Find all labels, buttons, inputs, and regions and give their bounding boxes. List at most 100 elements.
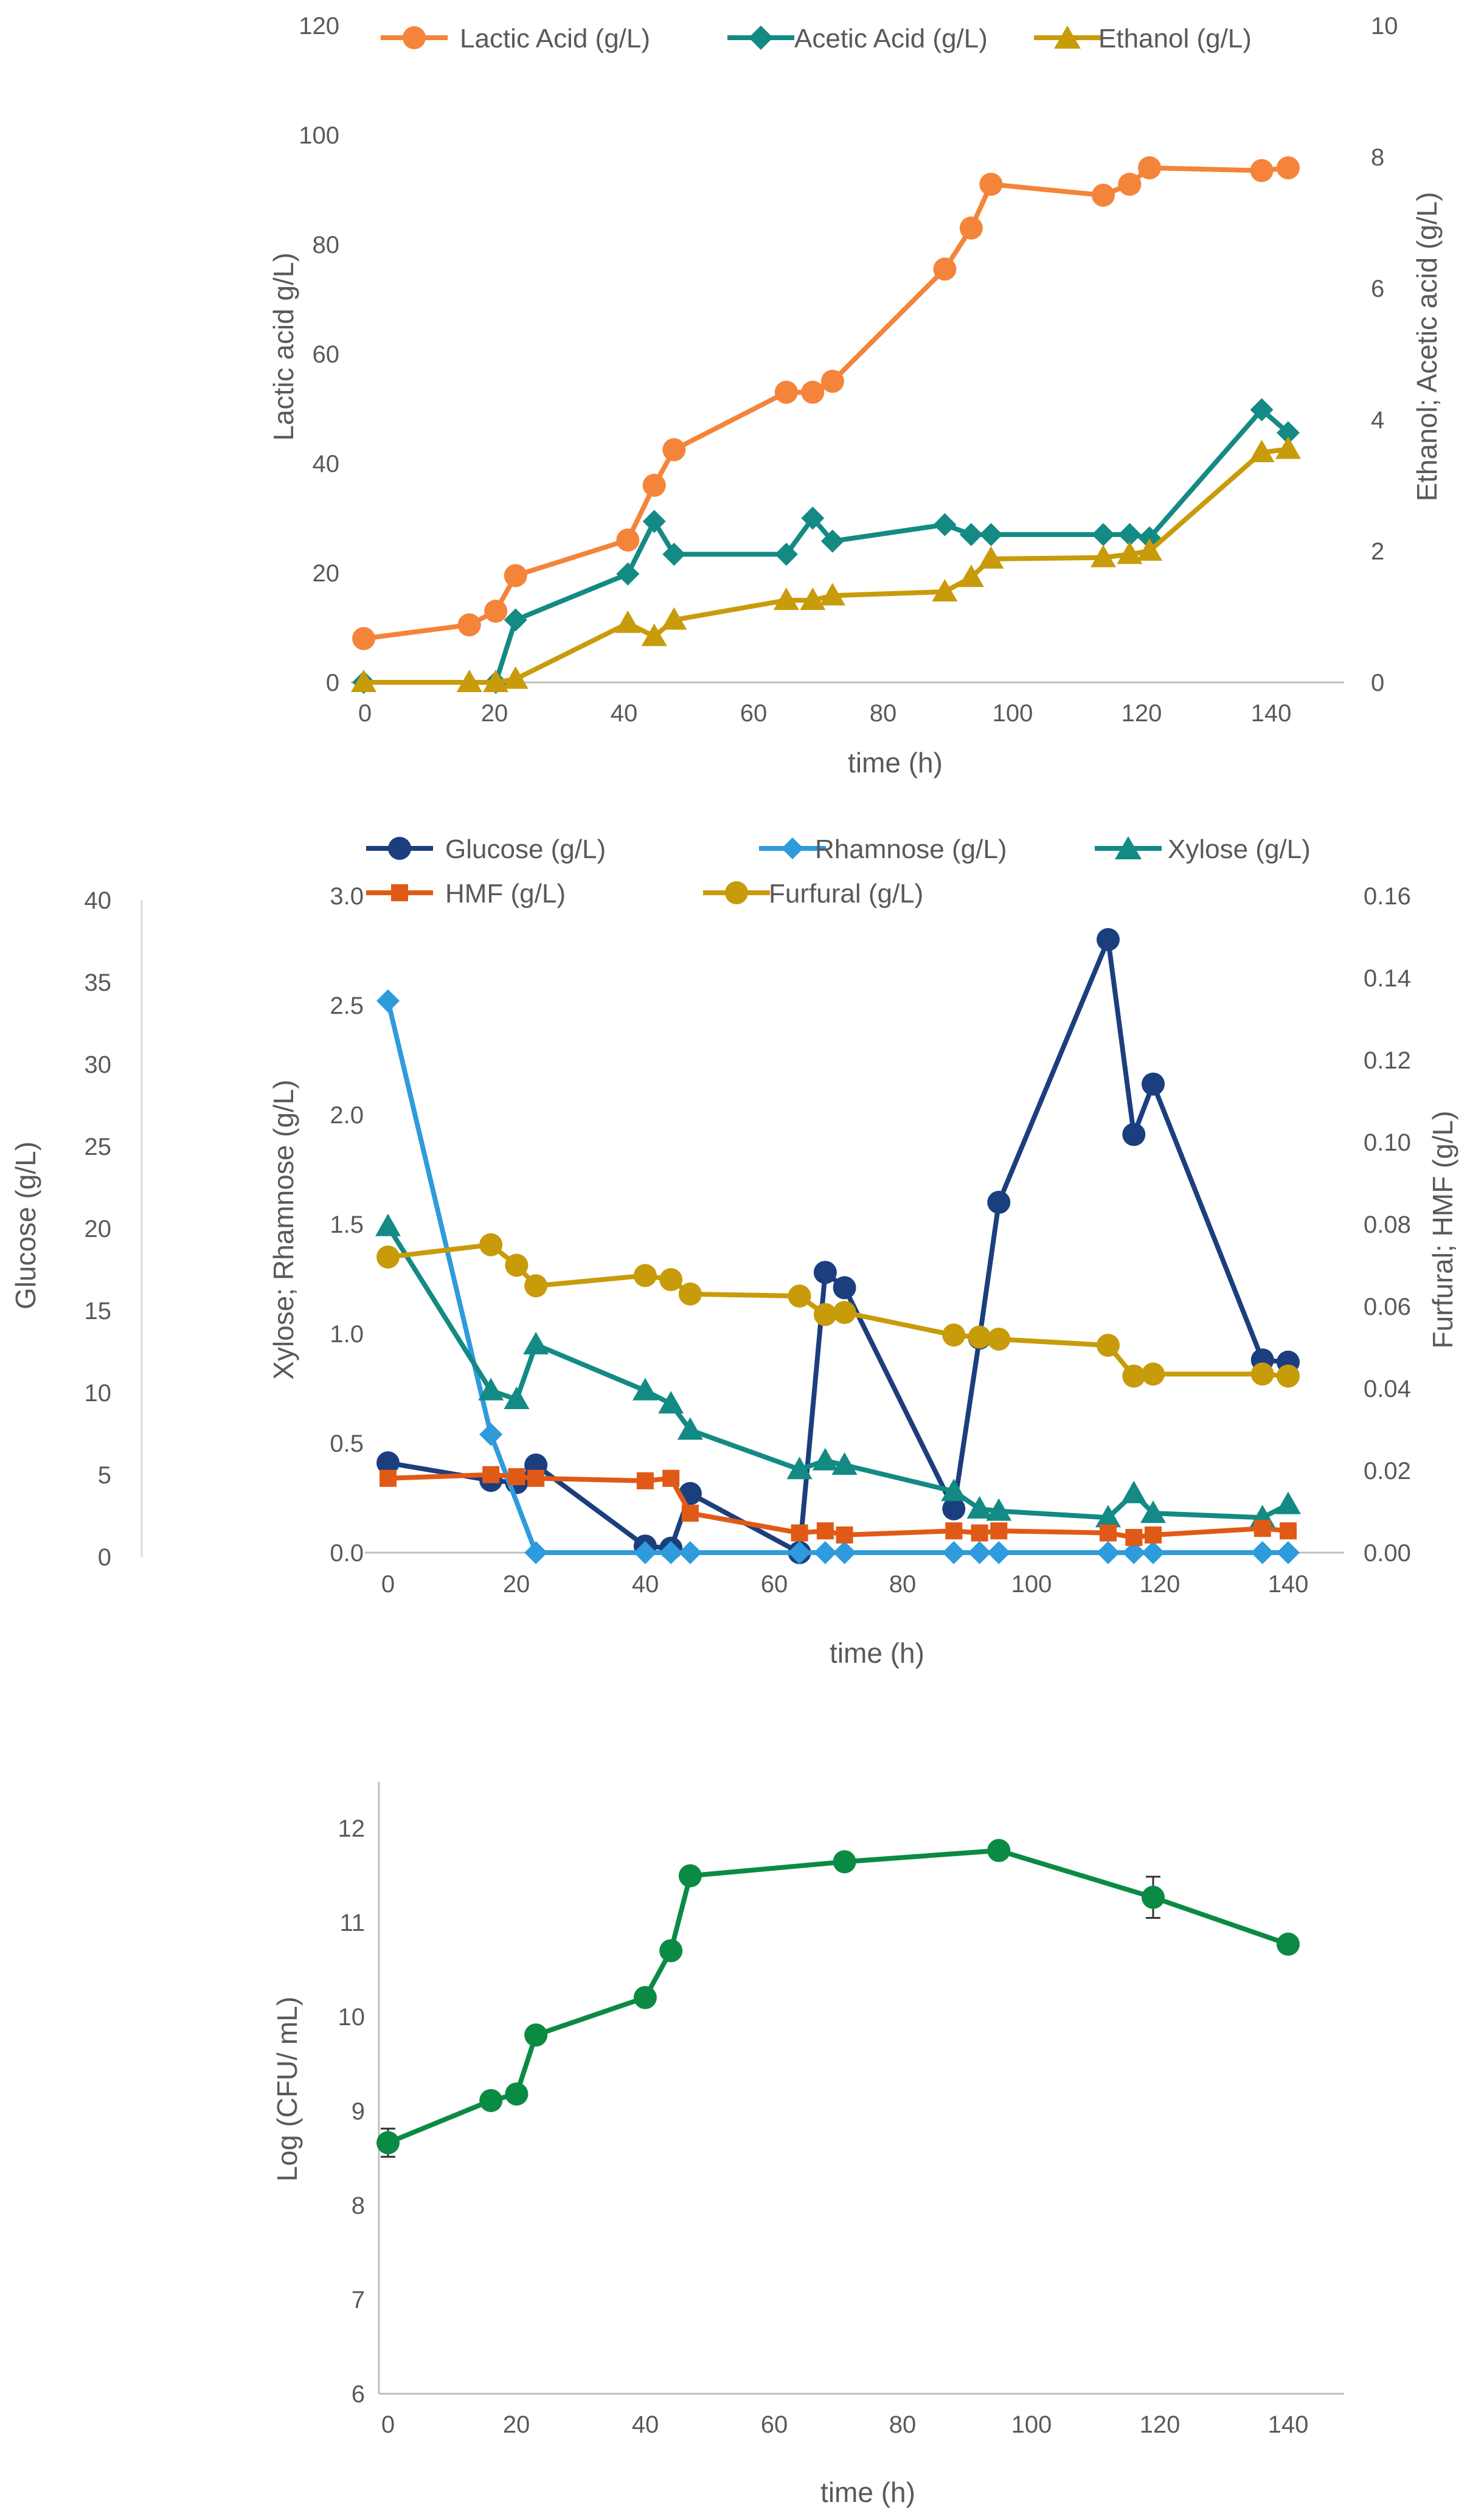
series-ethanol-g-l: [351, 436, 1301, 692]
series-line: [387, 937, 1289, 1555]
data-point: [1140, 1500, 1166, 1523]
y-right-tick-labels: 0 2 4 6 8 10: [1371, 13, 1398, 696]
series-xylose-g-l: [375, 1213, 1301, 1528]
data-point: [801, 507, 825, 530]
data-point: [376, 2131, 400, 2155]
data-point: [800, 587, 826, 610]
x-tick-label: 20: [503, 1571, 530, 1598]
x-tick-label: 40: [611, 700, 638, 727]
data-point: [678, 1864, 702, 1888]
x-tick-label: 0: [381, 1571, 395, 1598]
data-point: [1125, 1529, 1143, 1547]
data-point: [1122, 1541, 1146, 1564]
y-tick-label: 120: [299, 13, 339, 40]
y-tick-label: 60: [313, 341, 340, 368]
data-point: [662, 438, 686, 462]
y-tick-label: 0.0: [330, 1540, 364, 1567]
y-right-tick-label: 0.02: [1364, 1458, 1411, 1485]
legend-label: Rhamnose (g/L): [815, 834, 1007, 864]
y-right-tick-label: 8: [1371, 144, 1384, 171]
data-point: [978, 546, 1004, 569]
data-point: [633, 1541, 657, 1564]
x-tick-label: 120: [1140, 2411, 1181, 2438]
data-point: [1095, 1505, 1121, 1528]
y-tick-label: 100: [299, 122, 339, 149]
data-point: [1090, 544, 1116, 567]
x-tick-label: 120: [1140, 1571, 1181, 1598]
data-point: [504, 1387, 530, 1409]
data-point: [524, 1541, 548, 1564]
x-axis-title: time (h): [830, 1637, 924, 1669]
data-point: [1100, 1524, 1117, 1542]
data-point: [457, 613, 481, 637]
data-point: [1277, 1541, 1300, 1564]
y-tick-label: 7: [352, 2287, 365, 2313]
data-point: [633, 1986, 657, 2009]
data-point: [820, 370, 844, 393]
y-left-axis-title: Lactic acid g/L): [268, 252, 299, 440]
legend-item-ethanol: Ethanol (g/L): [1034, 24, 1252, 54]
y-tick-label: 2.0: [330, 1102, 364, 1129]
data-point: [813, 1303, 837, 1326]
data-point: [508, 1468, 525, 1486]
glucose-tick-label: 0: [98, 1544, 111, 1571]
data-point: [632, 1377, 658, 1401]
glucose-axis-title: Glucose (g/L): [10, 1142, 41, 1309]
y-left-tick-labels: 0 20 40 60 80 100 120: [299, 13, 339, 696]
data-point: [813, 1541, 837, 1564]
x-tick-label: 100: [1011, 1571, 1052, 1598]
x-tick-label: 20: [481, 700, 508, 727]
data-point: [1097, 1334, 1120, 1357]
y-tick-label: 3.0: [330, 883, 364, 910]
x-tick-labels: 0 20 40 60 80 100 120 140: [358, 700, 1292, 727]
data-point: [661, 607, 687, 630]
data-point: [979, 173, 1003, 196]
glucose-tick-label: 35: [85, 969, 112, 996]
data-point: [524, 1274, 548, 1298]
data-point: [678, 1282, 702, 1306]
data-point: [523, 1332, 549, 1354]
y-right-tick-label: 0.04: [1364, 1376, 1411, 1402]
series-acetic-acid-g-l: [352, 398, 1300, 694]
y-tick-labels: 6 7 8 9 10 11 12: [338, 1815, 366, 2408]
x-tick-labels: 0 20 40 60 80 100 120 140: [381, 1571, 1309, 1598]
data-point: [1097, 1541, 1120, 1564]
data-point: [1250, 398, 1274, 421]
x-tick-label: 140: [1251, 700, 1292, 727]
data-point: [1275, 436, 1301, 459]
data-point: [791, 1524, 808, 1542]
data-point: [633, 1264, 657, 1287]
legend: Glucose (g/L) Rhamnose (g/L) Xylose (g/L…: [366, 834, 1311, 909]
y-right-tick-label: 0.12: [1364, 1047, 1411, 1074]
data-point: [941, 1478, 967, 1502]
data-point: [1253, 1520, 1271, 1537]
y-tick-label: 40: [313, 451, 340, 477]
data-point: [788, 1284, 811, 1308]
data-point: [1142, 1072, 1165, 1096]
data-point: [819, 583, 845, 606]
data-point: [833, 1850, 856, 1874]
glucose-tick-label: 10: [85, 1380, 112, 1407]
y-axis-title: Log (CFU/ mL): [271, 1997, 303, 2181]
series-furfural-g-l: [376, 1233, 1300, 1388]
plot-area: [351, 156, 1301, 694]
data-point: [966, 1496, 993, 1519]
data-point: [642, 510, 666, 533]
x-tick-label: 120: [1122, 700, 1162, 727]
data-point: [636, 1472, 654, 1489]
data-point: [786, 1457, 813, 1480]
data-point: [801, 381, 825, 404]
data-point: [1277, 1364, 1300, 1388]
data-point: [979, 523, 1003, 546]
x-tick-label: 0: [358, 700, 372, 727]
data-point: [774, 381, 798, 404]
legend-label: Glucose (g/L): [445, 834, 606, 864]
data-point: [971, 1524, 988, 1542]
data-point: [820, 529, 844, 553]
data-point: [616, 562, 640, 586]
legend-label: Acetic Acid (g/L): [794, 24, 988, 54]
data-point: [478, 1377, 504, 1401]
data-point: [642, 474, 666, 497]
legend-item-acetic: Acetic Acid (g/L): [727, 24, 988, 54]
y-tick-label: 11: [339, 1910, 365, 1936]
